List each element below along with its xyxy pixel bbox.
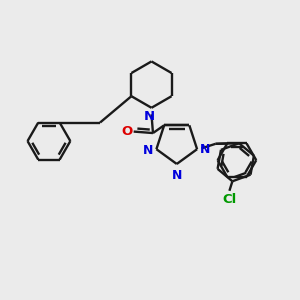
Text: O: O bbox=[122, 125, 133, 138]
Text: Cl: Cl bbox=[222, 193, 236, 206]
Text: N: N bbox=[143, 110, 155, 123]
Text: N: N bbox=[172, 169, 182, 182]
Text: N: N bbox=[200, 143, 210, 156]
Text: N: N bbox=[143, 144, 153, 157]
